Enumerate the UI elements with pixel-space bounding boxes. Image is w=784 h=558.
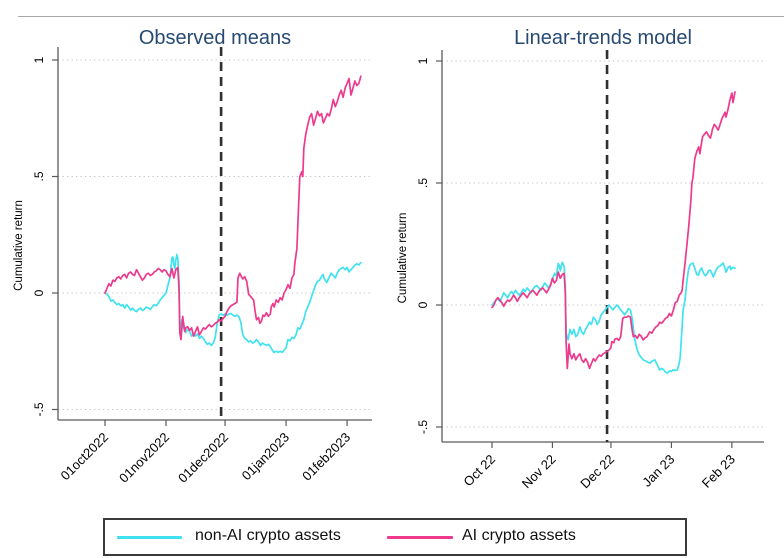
y-tick-label: .5 [416,178,430,188]
y-axis-label: Cumulative return [397,213,409,304]
series-line-ai [104,75,362,341]
y-axis-label: Cumulative return [13,200,25,291]
x-tick-label: Nov 22 [519,452,559,492]
series-line-non-ai [104,253,362,354]
y-tick-label: 0 [416,301,430,308]
y-tick-label: 1 [416,57,430,64]
y-tick-label: -.5 [32,402,46,416]
y-tick-label: 1 [32,56,46,63]
series-line-non-ai [491,261,736,374]
x-tick-label: 01dec2022 [175,430,231,486]
y-tick-label: 0 [32,289,46,296]
x-tick-label: 01feb2023 [299,430,353,484]
legend: non-AI crypto assets AI crypto assets [103,518,687,556]
legend-label-non-ai: non-AI crypto assets [195,527,341,544]
series-line-ai [491,91,736,370]
x-tick-label: Feb 23 [699,452,738,491]
x-tick-label: Oct 22 [460,452,498,490]
chart-observed-means: 1 .5 0 -.5 01oct2022 01nov2022 01dec2022 01jan2… [0,0,392,505]
legend-label-ai: AI crypto assets [462,527,576,544]
legend-line-ai [387,536,453,539]
chart-title: Observed means [139,27,291,49]
x-tick-label: 01oct2022 [58,430,112,484]
legend-line-non-ai [117,536,182,539]
chart-canvas: 1 .5 0 -.5 Oct 22 Nov 22 Dec 22 Jan 23 Feb 23 Lin… [397,27,764,492]
chart-title: Linear-trends model [514,27,692,49]
y-tick-label: .5 [32,171,46,181]
x-tick-label: Dec 22 [577,452,617,492]
y-tick-label: -.5 [416,420,430,434]
x-tick-label: 01nov2022 [116,430,172,486]
chart-linear-trends-model: 1 .5 0 -.5 Oct 22 Nov 22 Dec 22 Jan 23 Feb 23 Lin… [392,0,784,505]
x-tick-label: Jan 23 [639,452,677,490]
chart-canvas: 1 .5 0 -.5 01oct2022 01nov2022 01dec2022 01jan2… [13,27,372,486]
x-tick-label: 01jan2023 [239,430,293,484]
top-rule-divider [18,16,784,17]
